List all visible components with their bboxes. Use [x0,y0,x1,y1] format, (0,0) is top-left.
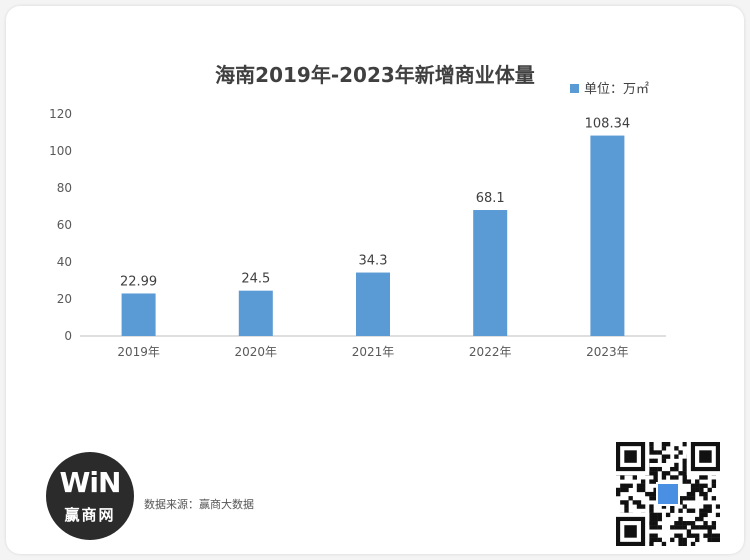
data-label: 34.3 [359,254,388,269]
x-tick-label: 2023年 [586,345,629,359]
bar [473,210,508,336]
chart-card: 海南2019年-2023年新增商业体量单位：万㎡ 0 20 40 60 80 100 120 2… [6,6,744,554]
x-tick-label: 2019年 [117,345,160,359]
bar [356,272,390,336]
logo-name: 赢商网 [64,506,116,524]
y-tick-label: 40 [57,255,72,269]
qr-code-icon [616,442,720,546]
legend-label: 单位：万㎡ [584,82,649,97]
y-tick-label: 60 [57,218,72,232]
data-label: 22.99 [120,274,157,289]
x-tick-label: 2021年 [352,345,395,359]
chart-title: 海南2019年-2023年新增商业体量 [215,63,535,87]
data-label: 24.5 [241,272,270,287]
legend-swatch [570,84,579,93]
bar [590,135,625,336]
winshang-logo: WiN 赢商网 [46,452,134,540]
y-tick-label: 80 [57,181,72,195]
y-tick-label: 20 [57,292,72,306]
bar [238,290,273,336]
y-tick-label: 100 [49,144,72,158]
y-tick-label: 120 [49,107,72,121]
x-tick-label: 2022年 [469,345,512,359]
data-label: 108.34 [585,117,631,132]
bar [121,293,156,336]
data-label: 68.1 [476,191,505,206]
y-tick-label: 0 [64,329,72,343]
data-source-note: 数据来源：赢商大数据 [144,498,254,511]
logo-mark: WiN [59,466,122,499]
x-tick-label: 2020年 [235,345,278,359]
